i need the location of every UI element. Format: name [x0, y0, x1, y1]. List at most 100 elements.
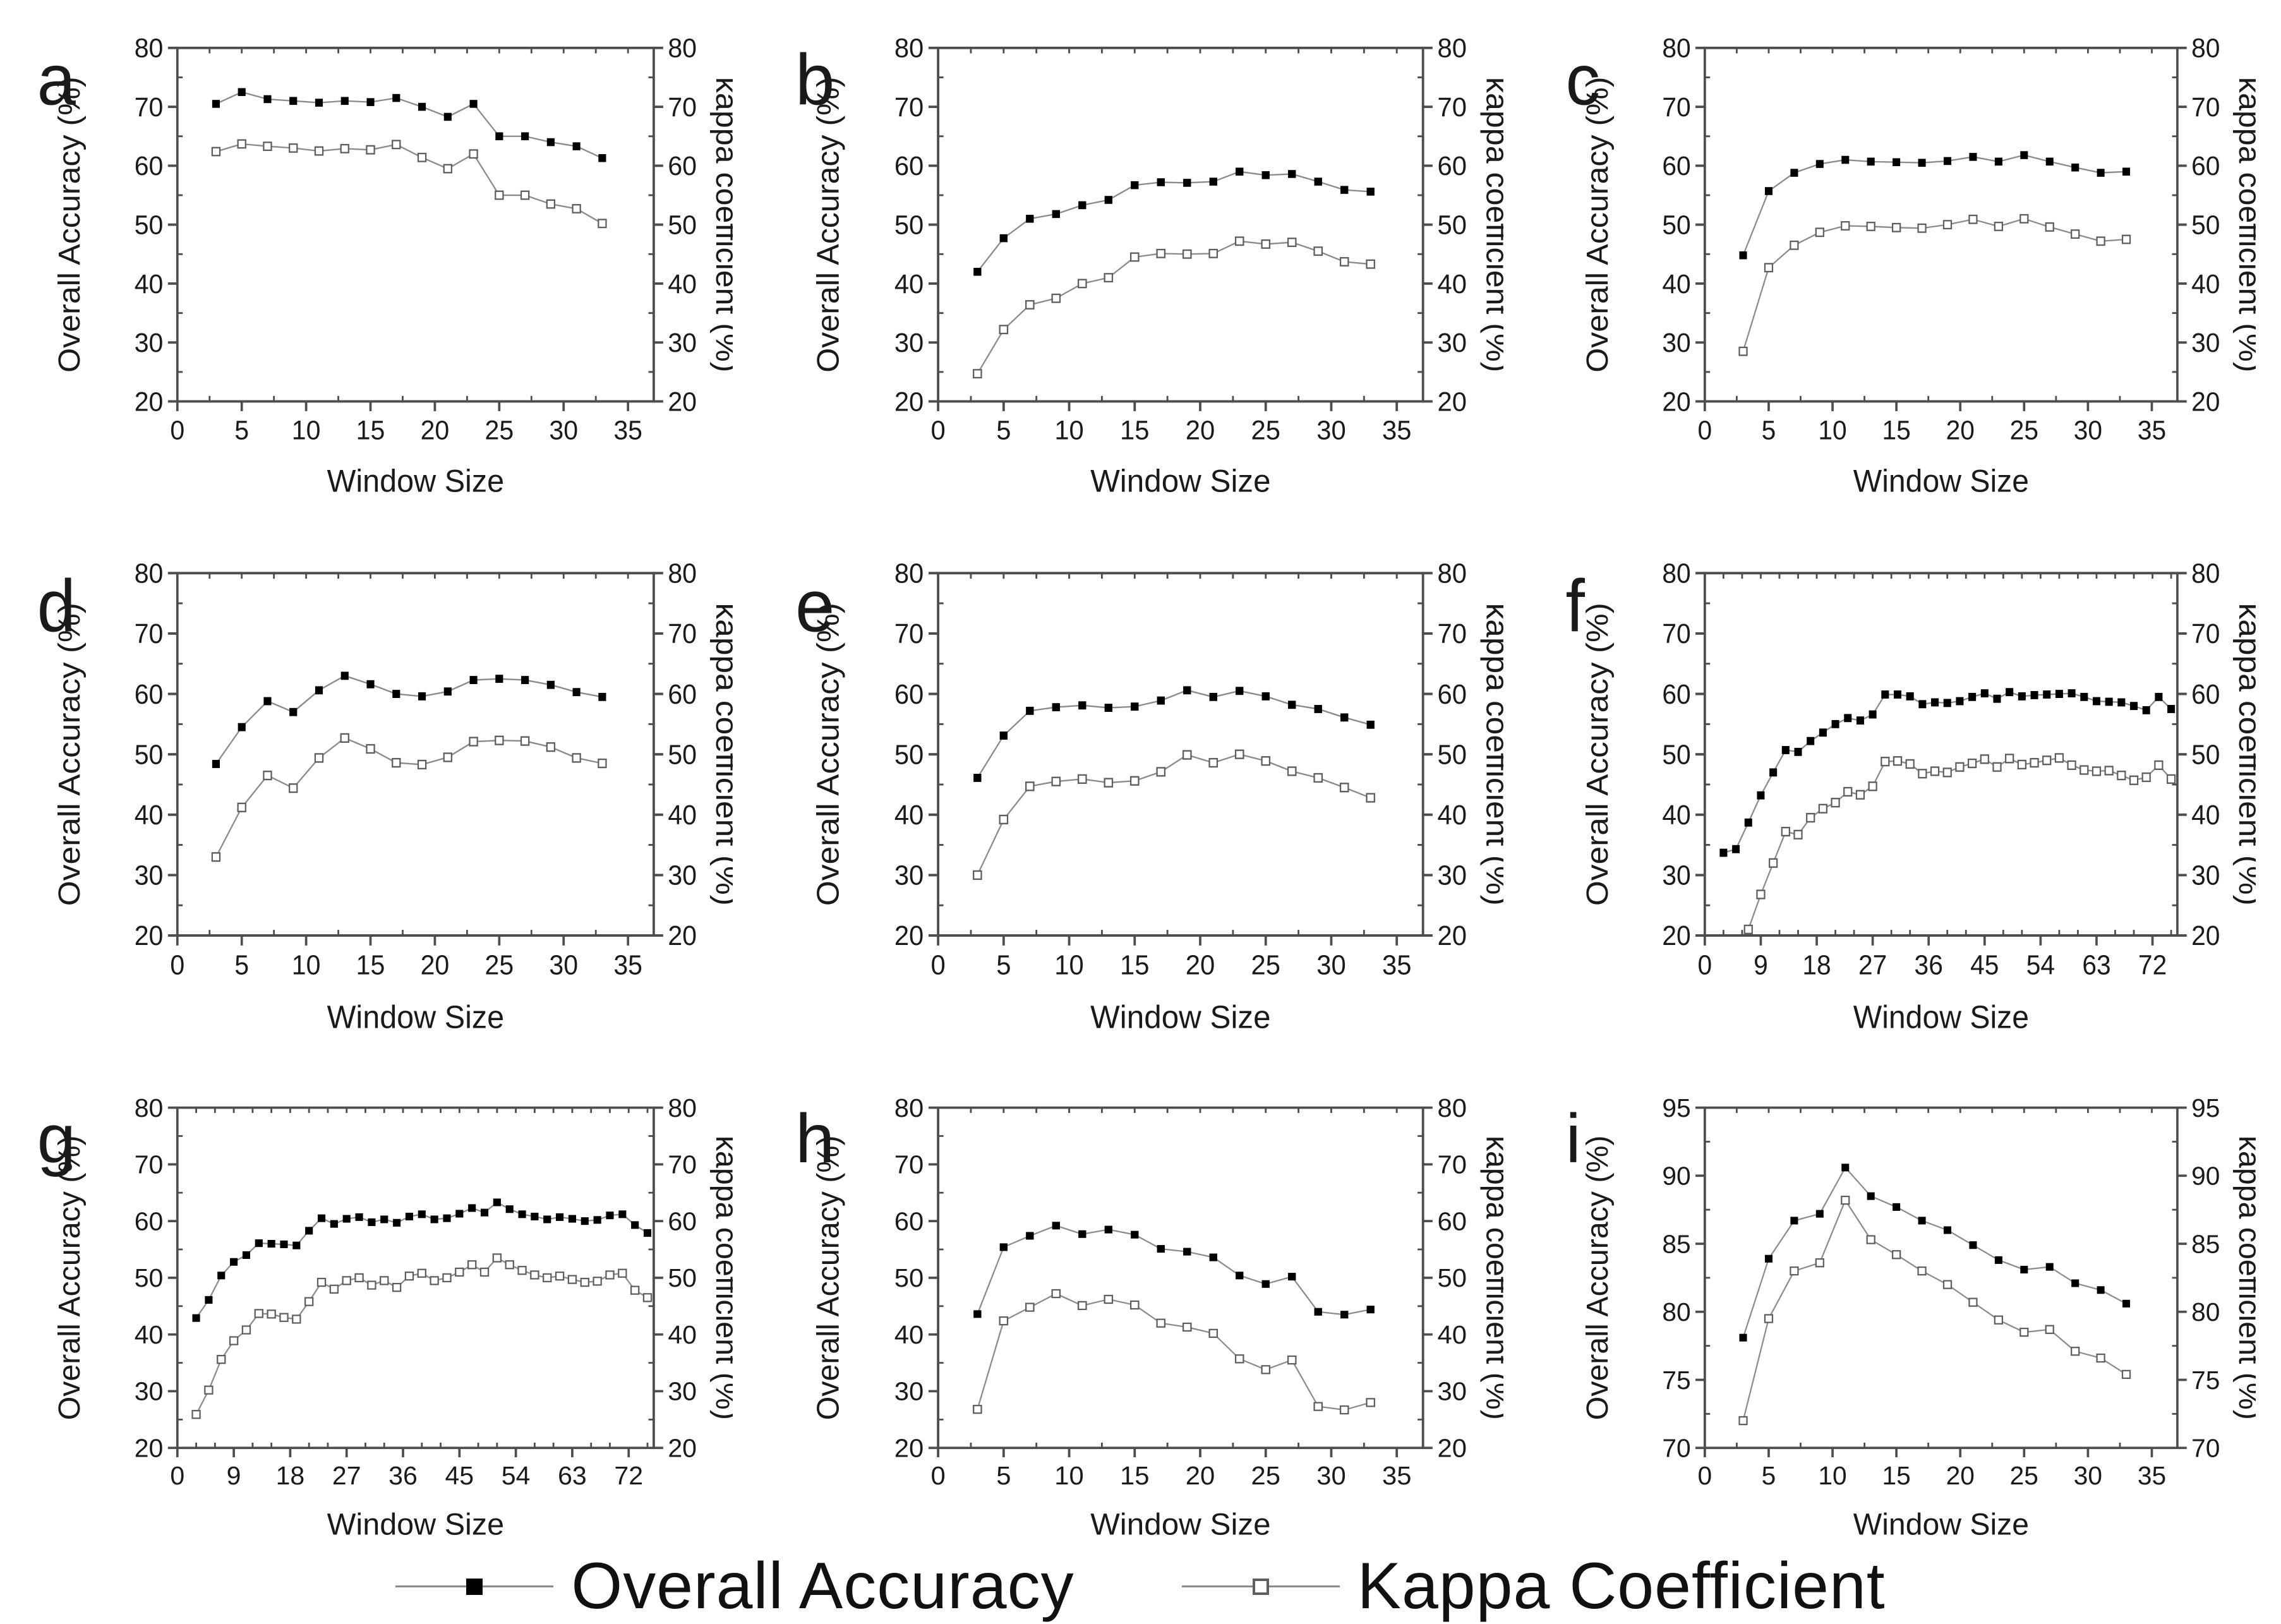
- chart-i: i 70 70 75 75 80 80 85 85 90 90 95 95 0 5 10 15 20 25 30 35 O…: [1566, 1093, 2256, 1542]
- svg-text:5: 5: [234, 949, 249, 980]
- svg-text:80: 80: [1438, 1093, 1467, 1122]
- panel-letter-g: g: [37, 1100, 76, 1177]
- svg-text:27: 27: [1858, 949, 1887, 980]
- svg-text:0: 0: [930, 1461, 945, 1489]
- filled-square-icon: [466, 1578, 483, 1595]
- svg-text:50: 50: [2191, 210, 2220, 240]
- svg-text:20: 20: [135, 1434, 164, 1463]
- svg-text:20: 20: [1438, 1434, 1467, 1462]
- svg-text:75: 75: [1662, 1366, 1690, 1395]
- axes: 20 20 30 30 40 40 50 50 60 60 70 70 80 80 0 5 10 15 20 25 30…: [894, 558, 1467, 981]
- svg-text:60: 60: [135, 1207, 164, 1236]
- svg-text:40: 40: [135, 268, 164, 299]
- chart-f: f 20 20 30 30 40 40 50 50 60 60 70 70 80 80 0 9 18 27 36 45 5…: [1566, 558, 2256, 1035]
- panel-letter-e: e: [795, 565, 834, 647]
- svg-text:35: 35: [1382, 950, 1411, 981]
- svg-text:45: 45: [445, 1461, 474, 1490]
- panel-a: a 20 20 30 30 40 40 50 50 60 60 70 70 80 80 0 5 10 15 20 25 3…: [25, 10, 733, 514]
- svg-text:90: 90: [1662, 1162, 1690, 1191]
- svg-text:70: 70: [668, 618, 697, 649]
- y-axis-label-right: kappa coefficient (%): [2232, 603, 2256, 906]
- panel-letter-h: h: [795, 1100, 834, 1177]
- svg-text:30: 30: [549, 415, 578, 445]
- chart-h: h 20 20 30 30 40 40 50 50 60 60 70 70 80 80 0 5 10 15 20 25 3…: [795, 1093, 1503, 1541]
- panel-letter-c: c: [1566, 39, 1601, 120]
- svg-text:40: 40: [2191, 800, 2220, 831]
- svg-text:80: 80: [1662, 558, 1690, 589]
- svg-text:70: 70: [1438, 1150, 1467, 1179]
- panel-letter-d: d: [37, 565, 76, 647]
- svg-text:60: 60: [1438, 151, 1467, 181]
- axes: 20 20 30 30 40 40 50 50 60 60 70 70 80 80 0 5 10 15 20 25 30…: [135, 33, 697, 445]
- svg-text:60: 60: [1438, 1207, 1467, 1236]
- panel-g: g 20 20 30 30 40 40 50 50 60 60 70 70 80 80 0 9 18 27 36 45 5…: [25, 1071, 733, 1556]
- svg-text:40: 40: [668, 268, 697, 299]
- svg-text:54: 54: [502, 1461, 531, 1490]
- svg-text:20: 20: [894, 1434, 924, 1462]
- open-square-icon: [1252, 1578, 1269, 1595]
- svg-text:40: 40: [1438, 1320, 1467, 1349]
- panel-h: h 20 20 30 30 40 40 50 50 60 60 70 70 80 80 0 5 10 15 20 25 3…: [783, 1071, 1503, 1556]
- x-axis-label: Window Size: [1853, 1508, 2029, 1542]
- svg-text:9: 9: [1754, 949, 1768, 980]
- svg-text:36: 36: [1915, 949, 1943, 980]
- y-axis-label-right: kappa coefficient (%): [1479, 1136, 1503, 1420]
- svg-text:40: 40: [894, 268, 924, 298]
- axes: 70 70 75 75 80 80 85 85 90 90 95 95 0 5 10 15 20 25 30 35: [1662, 1093, 2220, 1490]
- svg-text:30: 30: [1662, 860, 1690, 891]
- svg-text:80: 80: [135, 558, 164, 588]
- svg-text:20: 20: [1662, 920, 1690, 951]
- svg-text:80: 80: [668, 33, 697, 63]
- svg-text:80: 80: [135, 33, 164, 63]
- y-axis-label-right: kappa coefficient (%): [709, 1136, 733, 1420]
- x-axis-label: Window Size: [327, 999, 504, 1035]
- svg-text:80: 80: [2191, 1297, 2220, 1326]
- svg-text:20: 20: [1186, 1461, 1215, 1489]
- svg-text:25: 25: [1251, 415, 1280, 445]
- svg-text:5: 5: [996, 1461, 1011, 1489]
- svg-text:70: 70: [894, 92, 924, 122]
- svg-text:5: 5: [996, 950, 1011, 981]
- svg-text:80: 80: [668, 558, 697, 588]
- svg-text:30: 30: [135, 860, 164, 891]
- svg-text:50: 50: [894, 740, 924, 771]
- svg-text:5: 5: [1762, 1461, 1776, 1490]
- x-axis-label: Window Size: [327, 464, 505, 499]
- svg-text:60: 60: [1662, 679, 1690, 710]
- svg-text:40: 40: [668, 1320, 697, 1349]
- legend-label-overall-accuracy: Overall Accuracy: [571, 1549, 1074, 1623]
- svg-text:15: 15: [1882, 1461, 1910, 1490]
- series-overall-accuracy: [192, 1198, 652, 1322]
- svg-text:70: 70: [135, 618, 164, 649]
- svg-text:85: 85: [2191, 1229, 2220, 1258]
- axes: 20 20 30 30 40 40 50 50 60 60 70 70 80 80 0 5 10 15 20 25 30…: [1662, 33, 2220, 445]
- svg-text:5: 5: [1762, 415, 1776, 445]
- y-axis-label-left: Overall Accuracy (%): [52, 76, 87, 372]
- svg-text:70: 70: [894, 618, 924, 649]
- svg-text:20: 20: [1438, 387, 1467, 416]
- svg-text:0: 0: [170, 949, 184, 980]
- svg-text:80: 80: [894, 558, 924, 589]
- axes: 20 20 30 30 40 40 50 50 60 60 70 70 80 80 0 5 10 15 20 25 30…: [894, 33, 1467, 445]
- svg-text:80: 80: [135, 1093, 164, 1122]
- svg-text:70: 70: [135, 92, 164, 122]
- svg-text:30: 30: [668, 327, 697, 358]
- series-kappa-coefficient: [211, 139, 607, 229]
- svg-text:80: 80: [894, 33, 924, 63]
- svg-text:60: 60: [2191, 679, 2220, 710]
- chart-d: d 20 20 30 30 40 40 50 50 60 60 70 70 80 80 0 5 10 15 20 25 3…: [37, 558, 733, 1035]
- chart-a: a 20 20 30 30 40 40 50 50 60 60 70 70 80 80 0 5 10 15 20 25 3…: [37, 33, 733, 499]
- panel-letter-a: a: [37, 40, 76, 120]
- svg-text:90: 90: [2191, 1162, 2220, 1191]
- svg-text:50: 50: [668, 210, 697, 240]
- svg-text:70: 70: [668, 92, 697, 122]
- series-overall-accuracy: [1739, 151, 2131, 260]
- panel-letter-f: f: [1566, 565, 1586, 647]
- svg-text:60: 60: [668, 1207, 697, 1236]
- series-kappa-coefficient: [973, 236, 1376, 379]
- svg-text:50: 50: [2191, 739, 2220, 770]
- figure-grid: a 20 20 30 30 40 40 50 50 60 60 70 70 80 80 0 5 10 15 20 25 3…: [25, 10, 2256, 1556]
- series-kappa-coefficient: [211, 733, 607, 862]
- svg-text:40: 40: [668, 800, 697, 830]
- series-kappa-coefficient: [973, 1289, 1376, 1415]
